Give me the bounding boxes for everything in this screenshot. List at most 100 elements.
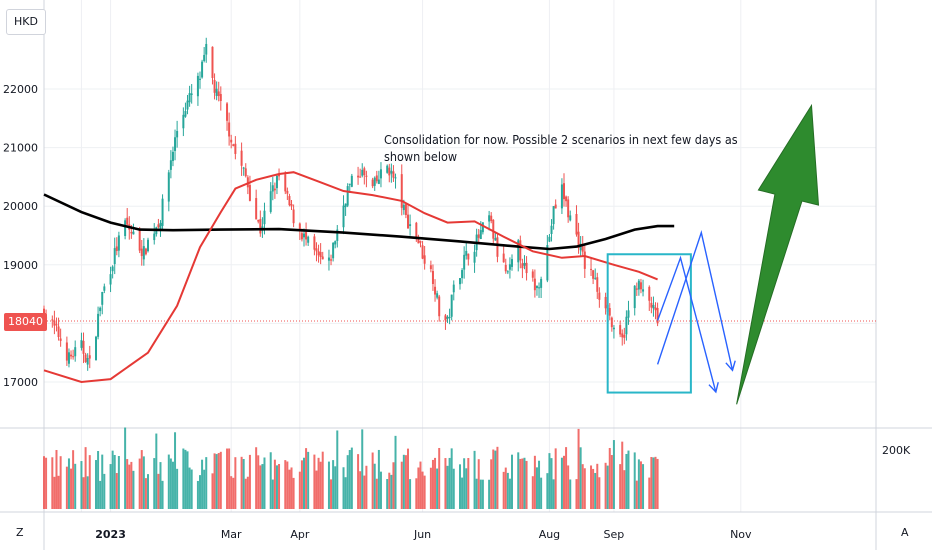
volume-bar xyxy=(533,455,536,509)
candle-body xyxy=(621,333,624,338)
volume-bar xyxy=(523,457,526,509)
candle-body xyxy=(171,151,174,161)
candle-body xyxy=(407,214,409,229)
candle-body xyxy=(59,338,62,341)
volume-bar xyxy=(379,471,382,509)
candle-body xyxy=(211,46,214,78)
volume-bar xyxy=(407,448,409,509)
candle-body xyxy=(519,240,522,261)
volume-bar xyxy=(51,457,54,509)
candle-body xyxy=(109,274,112,285)
candle-body xyxy=(373,177,376,186)
candle-body xyxy=(365,175,368,177)
candle-body xyxy=(203,54,206,62)
volume-bar xyxy=(517,452,520,509)
volume-bar xyxy=(128,464,131,509)
volume-bar xyxy=(550,458,553,509)
volume-bar xyxy=(332,460,335,509)
volume-bar xyxy=(546,473,549,509)
candle-body xyxy=(494,238,497,241)
volume-bar xyxy=(548,453,551,509)
candle-body xyxy=(157,224,160,228)
volume-bar xyxy=(113,454,116,509)
candle-body xyxy=(608,308,611,316)
candle-body xyxy=(610,317,613,328)
volume-bar xyxy=(203,469,206,509)
candle-body xyxy=(74,347,77,357)
volume-bar xyxy=(346,455,349,509)
candle-body xyxy=(652,304,655,309)
candle-body xyxy=(531,271,534,278)
candle-body xyxy=(386,165,389,173)
candle-body xyxy=(596,277,599,292)
candle-body xyxy=(563,183,565,200)
candle-body xyxy=(57,326,60,338)
candle-body xyxy=(130,232,133,234)
volume-bar xyxy=(334,466,337,509)
candle-body xyxy=(650,302,653,308)
candle-body xyxy=(633,285,636,309)
candle-body xyxy=(65,342,68,361)
candle-body xyxy=(190,93,193,95)
volume-bar xyxy=(201,459,204,509)
candle-body xyxy=(419,241,422,243)
scenario-a-path-arrowhead xyxy=(708,382,719,394)
auto-scale-toggle[interactable]: A xyxy=(901,526,909,539)
volume-bar xyxy=(590,465,593,509)
volume-bar xyxy=(434,457,437,509)
candle-body xyxy=(598,292,601,300)
volume-bar xyxy=(284,460,287,509)
candle-body xyxy=(402,204,405,211)
volume-bar xyxy=(448,457,451,509)
x-axis-labels: 2023 Mar Apr Jun Aug Sep Nov xyxy=(95,528,752,541)
candle-body xyxy=(319,251,322,257)
candle-body xyxy=(132,231,135,235)
volume-bar xyxy=(80,461,83,509)
candle-body xyxy=(409,224,412,227)
volume-bar xyxy=(461,477,464,509)
candle-body xyxy=(379,169,382,179)
volume-scale-label: 200K xyxy=(882,444,911,457)
volume-bar xyxy=(619,464,622,509)
volume-bar xyxy=(292,477,295,509)
volume-bar xyxy=(446,465,449,509)
candle-body xyxy=(635,288,638,290)
candle-body xyxy=(161,198,164,226)
candle-body xyxy=(124,220,127,237)
candle-body xyxy=(575,214,578,235)
candle-body xyxy=(404,204,407,215)
volume-bar xyxy=(511,454,513,509)
volume-bar xyxy=(452,468,455,509)
volume-bar xyxy=(330,479,333,509)
volume-bar xyxy=(606,465,609,509)
volume-bar xyxy=(560,457,563,509)
candle-body xyxy=(342,205,345,228)
candle-body xyxy=(648,286,651,301)
symbol-label[interactable]: HKD xyxy=(6,9,46,35)
log-scale-toggle[interactable]: Z xyxy=(16,526,24,539)
candle-body xyxy=(477,234,480,238)
candle-body xyxy=(334,241,337,245)
candle-body xyxy=(99,307,102,312)
candle-body xyxy=(554,204,557,209)
volume-bar xyxy=(257,455,260,509)
candle-body xyxy=(82,340,85,354)
volume-bar xyxy=(186,451,189,509)
volume-bar xyxy=(269,452,272,509)
candle-body xyxy=(417,238,420,244)
moving-averages xyxy=(43,171,675,384)
volume-bar xyxy=(230,476,233,509)
candle-body xyxy=(305,231,308,240)
candle-body xyxy=(138,230,141,251)
volume-bar xyxy=(255,447,258,509)
candle-body xyxy=(540,278,543,288)
candle-body xyxy=(290,204,293,207)
y-tick-label: 19000 xyxy=(3,259,38,272)
volume-bar xyxy=(305,448,308,509)
volume-bar xyxy=(386,479,389,509)
chart-grid xyxy=(44,0,876,512)
volume-bar xyxy=(429,467,432,509)
candle-body xyxy=(415,222,418,238)
volume-bar xyxy=(313,454,316,509)
candle-body xyxy=(565,196,568,202)
